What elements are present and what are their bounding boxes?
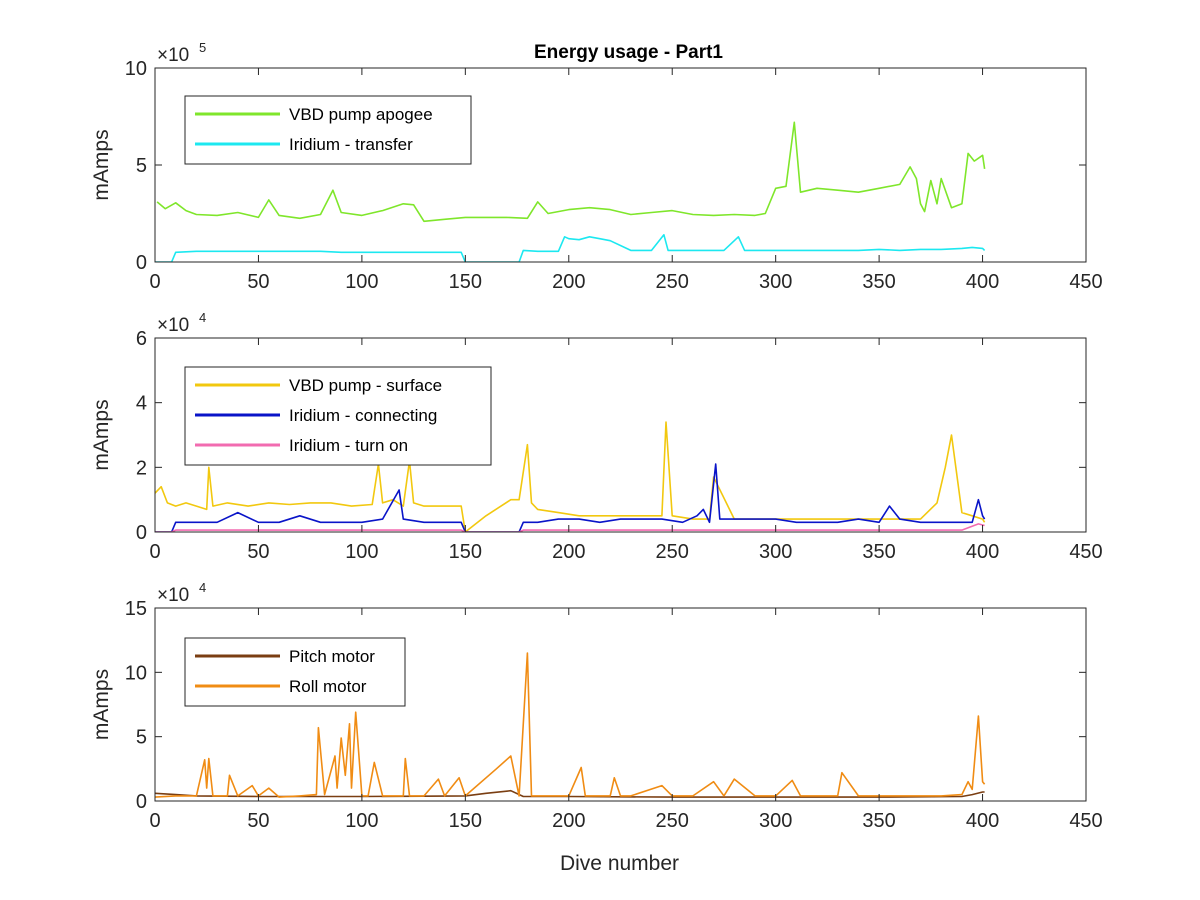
x-tick-label: 100 — [345, 541, 378, 563]
y-axis-label: mAmps — [90, 129, 113, 200]
series-lines — [155, 121, 986, 262]
x-tick-label: 400 — [966, 541, 999, 563]
legend-label: Iridium - transfer — [289, 135, 413, 154]
y-tick-label: 5 — [136, 727, 147, 749]
x-tick-label: 400 — [966, 810, 999, 832]
x-tick-label: 450 — [1069, 541, 1102, 563]
x-tick-label: 0 — [149, 541, 160, 563]
legend-label: Iridium - connecting — [289, 406, 437, 425]
series-lines — [155, 652, 986, 798]
y-tick-label: 4 — [136, 393, 147, 415]
x-tick-label: 0 — [149, 271, 160, 293]
x-tick-label: 200 — [552, 271, 585, 293]
subplot-2: 0 50 100 150 200 250 300 350 400 450 0 2 4 6 ×10 4 mAmps… — [90, 310, 1103, 563]
axes-box — [154, 607, 1087, 802]
x-tick-label: 150 — [449, 810, 482, 832]
x-tick-label: 300 — [759, 541, 792, 563]
x-tick-label: 100 — [345, 271, 378, 293]
y-tick-label: 6 — [136, 328, 147, 350]
y-tick-label: 2 — [136, 457, 147, 479]
x-tick-label: 50 — [247, 810, 269, 832]
legend-label: Iridium - turn on — [289, 436, 408, 455]
y-tick-label: 10 — [125, 662, 147, 684]
axis-exponent-power: 4 — [199, 310, 206, 325]
subplot-3: 0 50 100 150 200 250 300 350 400 450 0 5 10 15 ×10 4 mAm… — [90, 580, 1103, 875]
legend-label: VBD pump apogee — [289, 105, 433, 124]
legend-label: VBD pump - surface — [289, 376, 442, 395]
y-tick-label: 0 — [136, 252, 147, 274]
x-tick-label: 300 — [759, 810, 792, 832]
x-tick-label: 350 — [862, 810, 895, 832]
legend: VBD pump - surface Iridium - connecting Ir… — [184, 366, 492, 466]
x-tick-label: 0 — [149, 810, 160, 832]
x-tick-label: 300 — [759, 271, 792, 293]
x-tick-label: 250 — [656, 810, 689, 832]
axis-exponent-power: 5 — [199, 40, 206, 55]
chart-title: Energy usage - Part1 — [534, 42, 723, 63]
subplot-1: 0 50 100 150 200 250 300 350 400 450 0 5 10 ×10 5 mAmps… — [90, 40, 1103, 293]
x-tick-label: 50 — [247, 541, 269, 563]
x-tick-label: 150 — [449, 541, 482, 563]
x-tick-label: 450 — [1069, 810, 1102, 832]
x-tick-label: 250 — [656, 541, 689, 563]
series-line-roll-motor — [155, 652, 986, 798]
x-tick-label: 450 — [1069, 271, 1102, 293]
y-tick-label: 0 — [136, 522, 147, 544]
axis-exponent-base: ×10 — [157, 45, 189, 66]
y-tick-label: 15 — [125, 598, 147, 620]
legend: VBD pump apogee Iridium - transfer — [184, 95, 472, 165]
x-tick-label: 200 — [552, 541, 585, 563]
axis-exponent-power: 4 — [199, 580, 206, 595]
x-tick-label: 150 — [449, 271, 482, 293]
axes-box — [154, 337, 1087, 533]
series-line-iridium-turn-on — [155, 523, 985, 532]
y-tick-label: 10 — [125, 58, 147, 80]
y-axis-label: mAmps — [90, 669, 113, 740]
x-tick-label: 100 — [345, 810, 378, 832]
x-axis-label: Dive number — [560, 852, 679, 875]
y-tick-label: 5 — [136, 155, 147, 177]
series-lines — [155, 421, 986, 532]
series-line-vbd-pump-apogee — [156, 121, 986, 223]
legend-box — [184, 637, 406, 707]
legend: Pitch motor Roll motor — [184, 637, 406, 707]
series-line-iridium-transfer — [155, 234, 986, 262]
y-tick-label: 0 — [136, 791, 147, 813]
x-tick-label: 350 — [862, 541, 895, 563]
axis-exponent-base: ×10 — [157, 315, 189, 336]
x-tick-label: 400 — [966, 271, 999, 293]
legend-label: Pitch motor — [289, 647, 375, 666]
series-line-iridium-connecting — [155, 463, 986, 532]
legend-label: Roll motor — [289, 677, 367, 696]
x-tick-label: 250 — [656, 271, 689, 293]
legend-box — [184, 95, 472, 165]
x-tick-label: 50 — [247, 271, 269, 293]
x-tick-label: 200 — [552, 810, 585, 832]
y-axis-label: mAmps — [90, 399, 113, 470]
axis-exponent-base: ×10 — [157, 585, 189, 606]
x-tick-label: 350 — [862, 271, 895, 293]
